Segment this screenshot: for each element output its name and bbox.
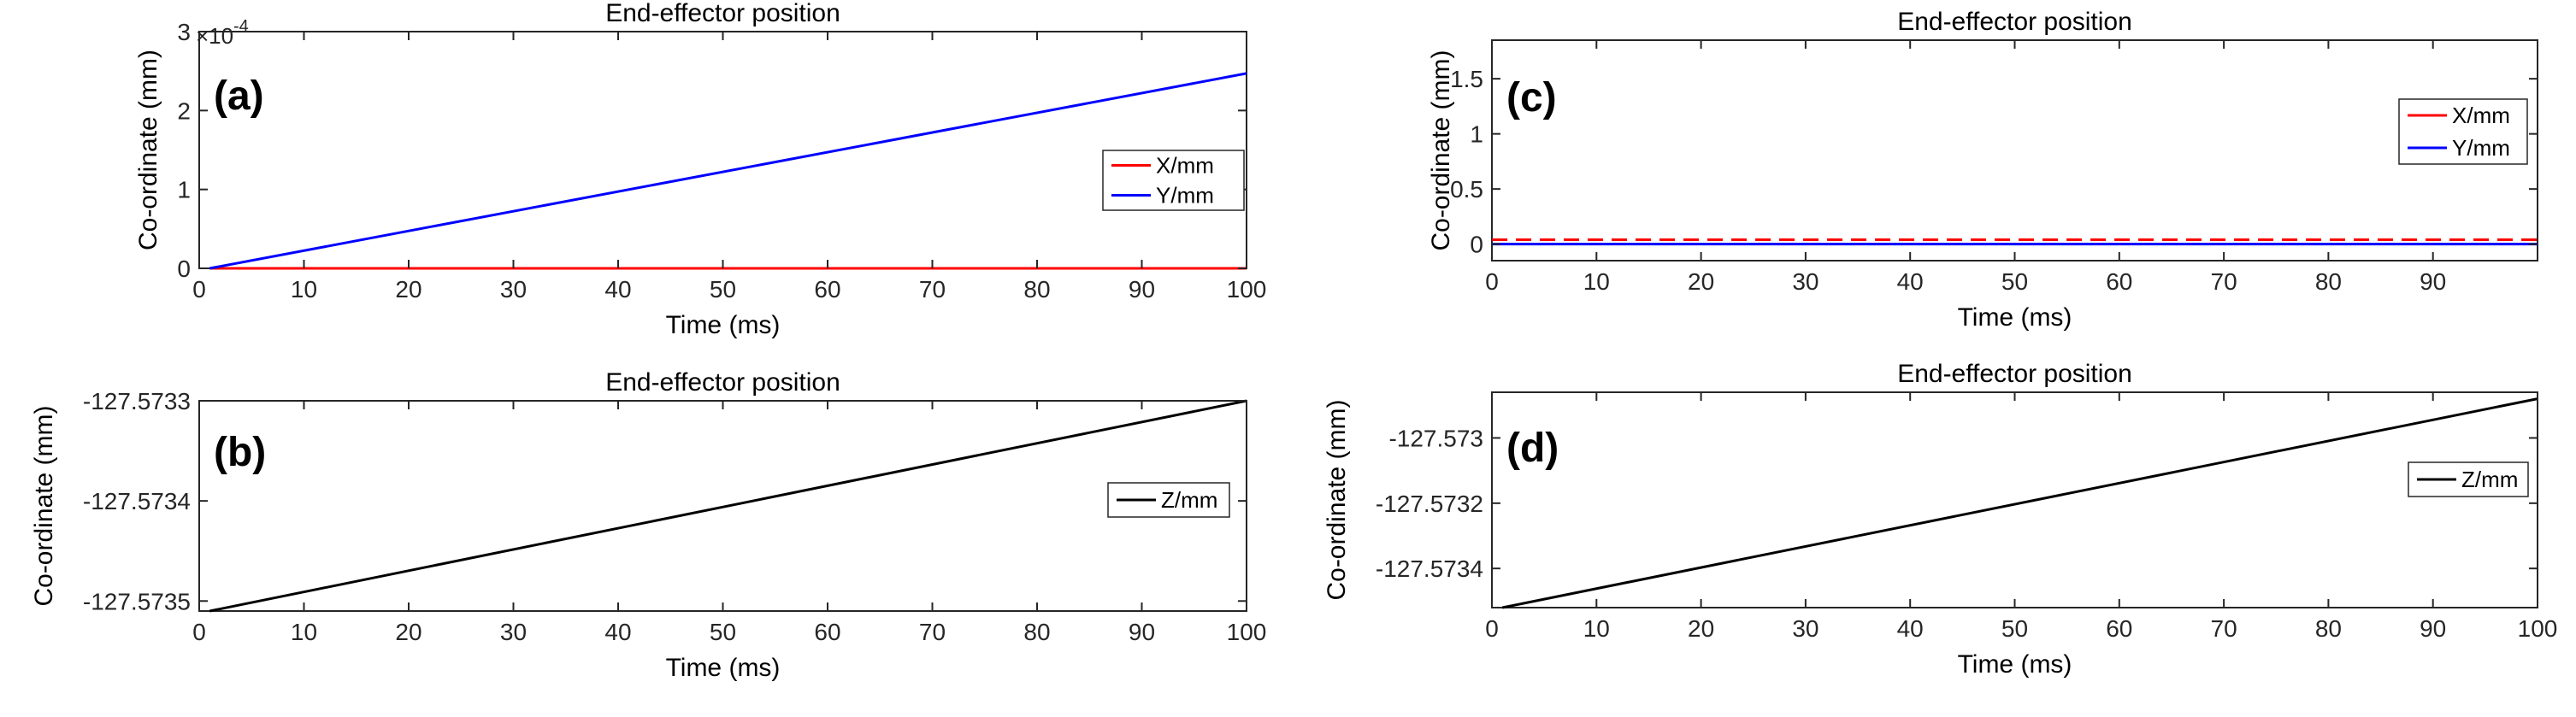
series-line-y-mm — [209, 72, 1247, 270]
chart-panel-a: 0 10 20 30 40 50 60 70 80 90 100 0 1 2 3 End-effector p… — [134, 0, 1266, 339]
series-line-z-mm — [1501, 397, 2538, 609]
y-axis-label: Co-ordinate (mm) — [1427, 50, 1455, 250]
y-exponent-label: ×10 — [196, 23, 233, 49]
chart-title: End-effector position — [1897, 360, 2132, 388]
y-axis-label: Co-ordinate (mm) — [134, 50, 162, 250]
x-tick-label: 90 — [2420, 615, 2446, 642]
legend: X/mm Y/mm — [1102, 150, 1245, 211]
x-tick-label: 70 — [2211, 615, 2237, 642]
x-tick-label: 20 — [1688, 615, 1714, 642]
y-tick-label: 1 — [177, 177, 191, 203]
x-tick-label: 30 — [1792, 268, 1819, 295]
x-tick-label: 40 — [604, 619, 631, 645]
x-tick-label: 90 — [2420, 268, 2446, 295]
legend-label: Y/mm — [1156, 183, 1214, 209]
chart-title: End-effector position — [605, 0, 840, 27]
legend: X/mm Y/mm — [2398, 98, 2528, 165]
x-tick-label: 50 — [2001, 615, 2028, 642]
x-tick-label: 30 — [500, 276, 527, 303]
x-axis-label: Time (ms) — [666, 654, 781, 682]
y-tick-label: 2 — [177, 97, 191, 124]
legend-label: X/mm — [2452, 103, 2510, 128]
x-tick-label: 0 — [1485, 615, 1499, 642]
y-tick-label: 0 — [1470, 232, 1483, 258]
chart-panel-b: 0 10 20 30 40 50 60 70 80 90 100 -127.5735 -127.5734… — [30, 368, 1266, 682]
legend-label: Z/mm — [1161, 487, 1217, 513]
x-tick-label: 0 — [192, 276, 206, 303]
x-tick-label: 60 — [2106, 268, 2132, 295]
x-tick-label: 50 — [710, 276, 736, 303]
x-tick-label: 10 — [291, 619, 317, 645]
plot-frame — [1491, 39, 2538, 262]
x-tick-label: 60 — [814, 276, 840, 303]
x-tick-label: 10 — [1583, 615, 1610, 642]
y-tick-label: 0 — [177, 256, 191, 282]
x-axis-label: Time (ms) — [1958, 650, 2072, 679]
chart-title: End-effector position — [1897, 8, 2132, 36]
x-tick-label: 40 — [1897, 615, 1924, 642]
x-tick-label: 60 — [2106, 615, 2132, 642]
x-tick-label: 50 — [710, 619, 736, 645]
panel-label: (d) — [1506, 426, 1559, 471]
x-tick-label: 80 — [2315, 268, 2342, 295]
y-axis-label: Co-ordinate (mm) — [30, 405, 58, 606]
panel-label: (b) — [214, 430, 266, 475]
x-tick-label: 80 — [2315, 615, 2342, 642]
x-tick-label: 100 — [1227, 619, 1267, 645]
x-tick-label: 0 — [192, 619, 206, 645]
x-tick-label: 80 — [1023, 276, 1050, 303]
x-tick-label: 90 — [1129, 276, 1155, 303]
y-tick-label: 0.5 — [1450, 176, 1483, 203]
y-tick-label: 1 — [1470, 121, 1483, 148]
x-tick-label: 70 — [919, 276, 946, 303]
x-tick-label: 30 — [500, 619, 527, 645]
x-tick-label: 100 — [2518, 615, 2558, 642]
x-tick-label: 10 — [291, 276, 317, 303]
y-tick-label: -127.5735 — [83, 588, 191, 614]
x-tick-label: 50 — [2001, 268, 2028, 295]
x-tick-label: 30 — [1792, 615, 1819, 642]
y-tick-label: -127.5732 — [1376, 491, 1483, 517]
x-tick-label: 40 — [1897, 268, 1924, 295]
legend: Z/mm — [2408, 461, 2529, 497]
legend-label: Y/mm — [2452, 135, 2510, 161]
x-tick-label: 0 — [1485, 268, 1499, 295]
plot-frame — [198, 31, 1247, 269]
x-tick-label: 80 — [1023, 619, 1050, 645]
x-tick-label: 40 — [604, 276, 631, 303]
chart-panel-d: 0 10 20 30 40 50 60 70 80 90 100 -127.5734 -127.5732… — [1323, 360, 2557, 679]
x-tick-label: 10 — [1583, 268, 1610, 295]
y-tick-label: -127.573 — [1388, 425, 1483, 451]
y-tick-label: 1.5 — [1450, 66, 1483, 92]
y-axis-label: Co-ordinate (mm) — [1323, 399, 1351, 600]
chart-panel-c: 0 10 20 30 40 50 60 70 80 90 0 0.5 1 1.5 End-effector … — [1427, 8, 2538, 332]
x-tick-label: 70 — [2211, 268, 2237, 295]
x-tick-label: 90 — [1129, 619, 1155, 645]
panel-label: (c) — [1506, 75, 1557, 120]
series-line-z-mm — [209, 399, 1247, 613]
y-tick-label: -127.5734 — [1376, 555, 1483, 582]
x-tick-label: 20 — [395, 276, 421, 303]
chart-title: End-effector position — [605, 368, 840, 397]
legend-box — [2398, 98, 2528, 165]
legend-label: X/mm — [1156, 153, 1214, 179]
x-tick-label: 60 — [814, 619, 840, 645]
legend-box — [1102, 150, 1245, 211]
y-exponent-power: -4 — [233, 17, 249, 36]
legend-label: Z/mm — [2461, 467, 2518, 492]
panel-label: (a) — [214, 73, 264, 119]
x-tick-label: 20 — [395, 619, 421, 645]
x-tick-label: 100 — [1227, 276, 1267, 303]
y-tick-label: -127.5733 — [83, 388, 191, 414]
x-axis-label: Time (ms) — [1958, 303, 2072, 332]
legend: Z/mm — [1107, 482, 1230, 518]
x-tick-label: 70 — [919, 619, 946, 645]
y-tick-label: 3 — [177, 19, 191, 45]
x-tick-label: 20 — [1688, 268, 1714, 295]
x-axis-label: Time (ms) — [666, 311, 781, 339]
plot-frame — [1491, 391, 2538, 608]
y-tick-label: -127.5734 — [83, 488, 191, 514]
